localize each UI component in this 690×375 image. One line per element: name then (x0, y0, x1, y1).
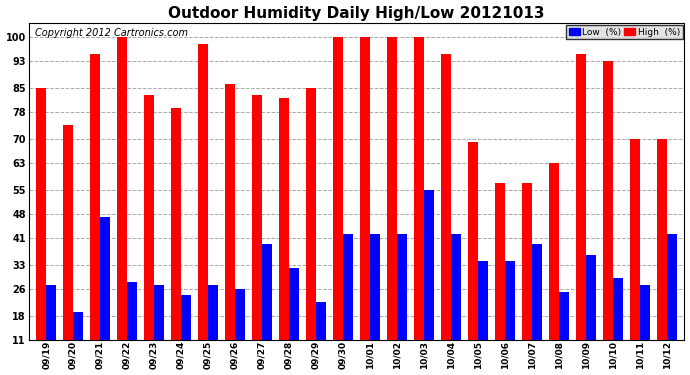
Bar (289, 268, 299, 375)
Bar (532, 244, 542, 375)
Bar (549, 163, 559, 375)
Legend: Low  (%), High  (%): Low (%), High (%) (566, 25, 682, 39)
Bar (36, 88, 46, 375)
Bar (117, 37, 127, 375)
Bar (505, 261, 515, 375)
Text: Copyright 2012 Cartronics.com: Copyright 2012 Cartronics.com (35, 28, 188, 38)
Bar (386, 37, 397, 375)
Bar (441, 54, 451, 375)
Bar (306, 88, 316, 375)
Bar (575, 54, 586, 375)
Bar (90, 54, 100, 375)
Bar (333, 37, 343, 375)
Bar (370, 234, 380, 375)
Bar (154, 285, 164, 375)
Bar (451, 234, 461, 375)
Bar (235, 289, 246, 375)
Bar (397, 234, 407, 375)
Bar (602, 60, 613, 375)
Bar (414, 37, 424, 375)
Bar (73, 312, 83, 375)
Bar (100, 217, 110, 375)
Bar (127, 282, 137, 375)
Bar (657, 139, 667, 375)
Bar (46, 285, 57, 375)
Bar (279, 98, 289, 375)
Bar (316, 302, 326, 375)
Bar (63, 125, 73, 375)
Bar (468, 142, 478, 375)
Bar (640, 285, 650, 375)
Bar (667, 234, 677, 375)
Bar (478, 261, 489, 375)
Bar (181, 296, 191, 375)
Bar (252, 94, 262, 375)
Bar (586, 255, 596, 375)
Title: Outdoor Humidity Daily High/Low 20121013: Outdoor Humidity Daily High/Low 20121013 (168, 6, 545, 21)
Bar (198, 44, 208, 375)
Bar (495, 183, 505, 375)
Bar (225, 84, 235, 375)
Bar (262, 244, 273, 375)
Bar (144, 94, 154, 375)
Bar (630, 139, 640, 375)
Bar (171, 108, 181, 375)
Bar (559, 292, 569, 375)
Bar (613, 278, 623, 375)
Bar (424, 190, 434, 375)
Bar (522, 183, 532, 375)
Bar (208, 285, 218, 375)
Bar (343, 234, 353, 375)
Bar (359, 37, 370, 375)
